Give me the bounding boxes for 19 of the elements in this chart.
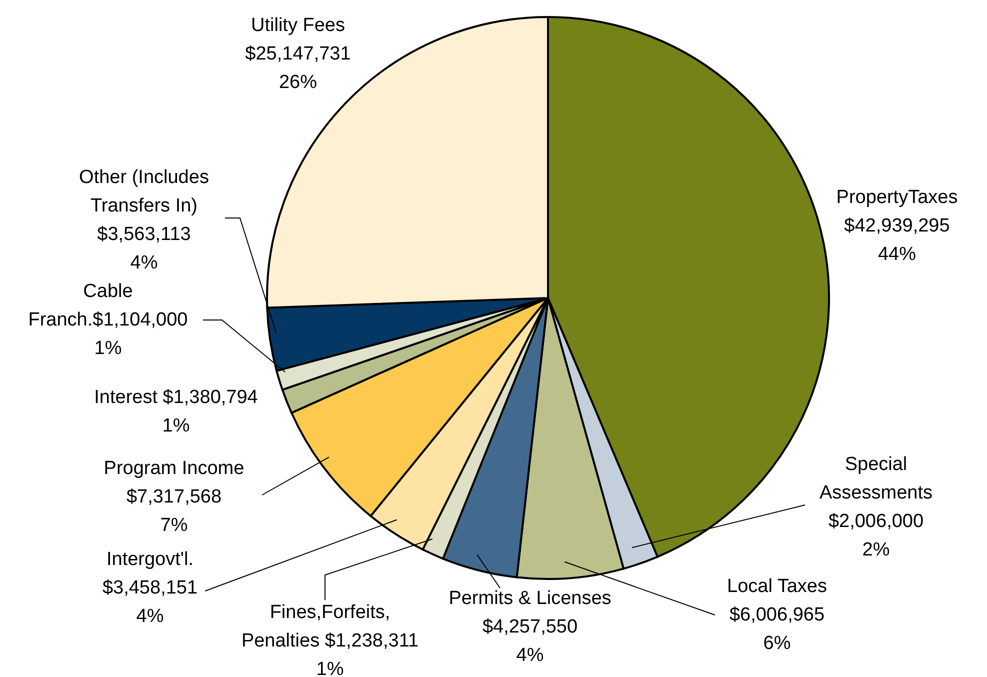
data-label: $6,006,965 6%	[729, 604, 825, 654]
slice-label: Utility Fees	[251, 15, 345, 36]
data-label: $3,563,113 4%	[97, 224, 191, 274]
data-label: $3,458,151 4%	[102, 578, 198, 627]
data-label: $4,257,550 4%	[482, 616, 578, 666]
slice-label: Special Assessments	[820, 454, 932, 504]
slice-label: Intergovt'l.	[106, 549, 194, 570]
data-label: $2,006,000 2%	[828, 511, 924, 560]
slice-label: Cable Franch.$1,104,000 1%	[28, 281, 188, 359]
data-label: $7,317,568 7%	[126, 486, 222, 536]
slice-label: Interest $1,380,794 1%	[94, 387, 258, 436]
slice-label: Permits & Licenses	[448, 588, 612, 609]
slice-label: Fines,Forfeits, Penalties $1,238,311 1%	[241, 602, 419, 677]
data-label: $42,939,295 44%	[844, 216, 950, 265]
slice-label: PropertyTaxes	[836, 187, 958, 208]
legend-label: Program Income	[104, 458, 244, 479]
slice-label: Other (Includes Transfers In)	[79, 167, 209, 216]
data-label: $25,147,731 26%	[245, 44, 351, 93]
slice-label: Local Taxes	[727, 576, 827, 597]
